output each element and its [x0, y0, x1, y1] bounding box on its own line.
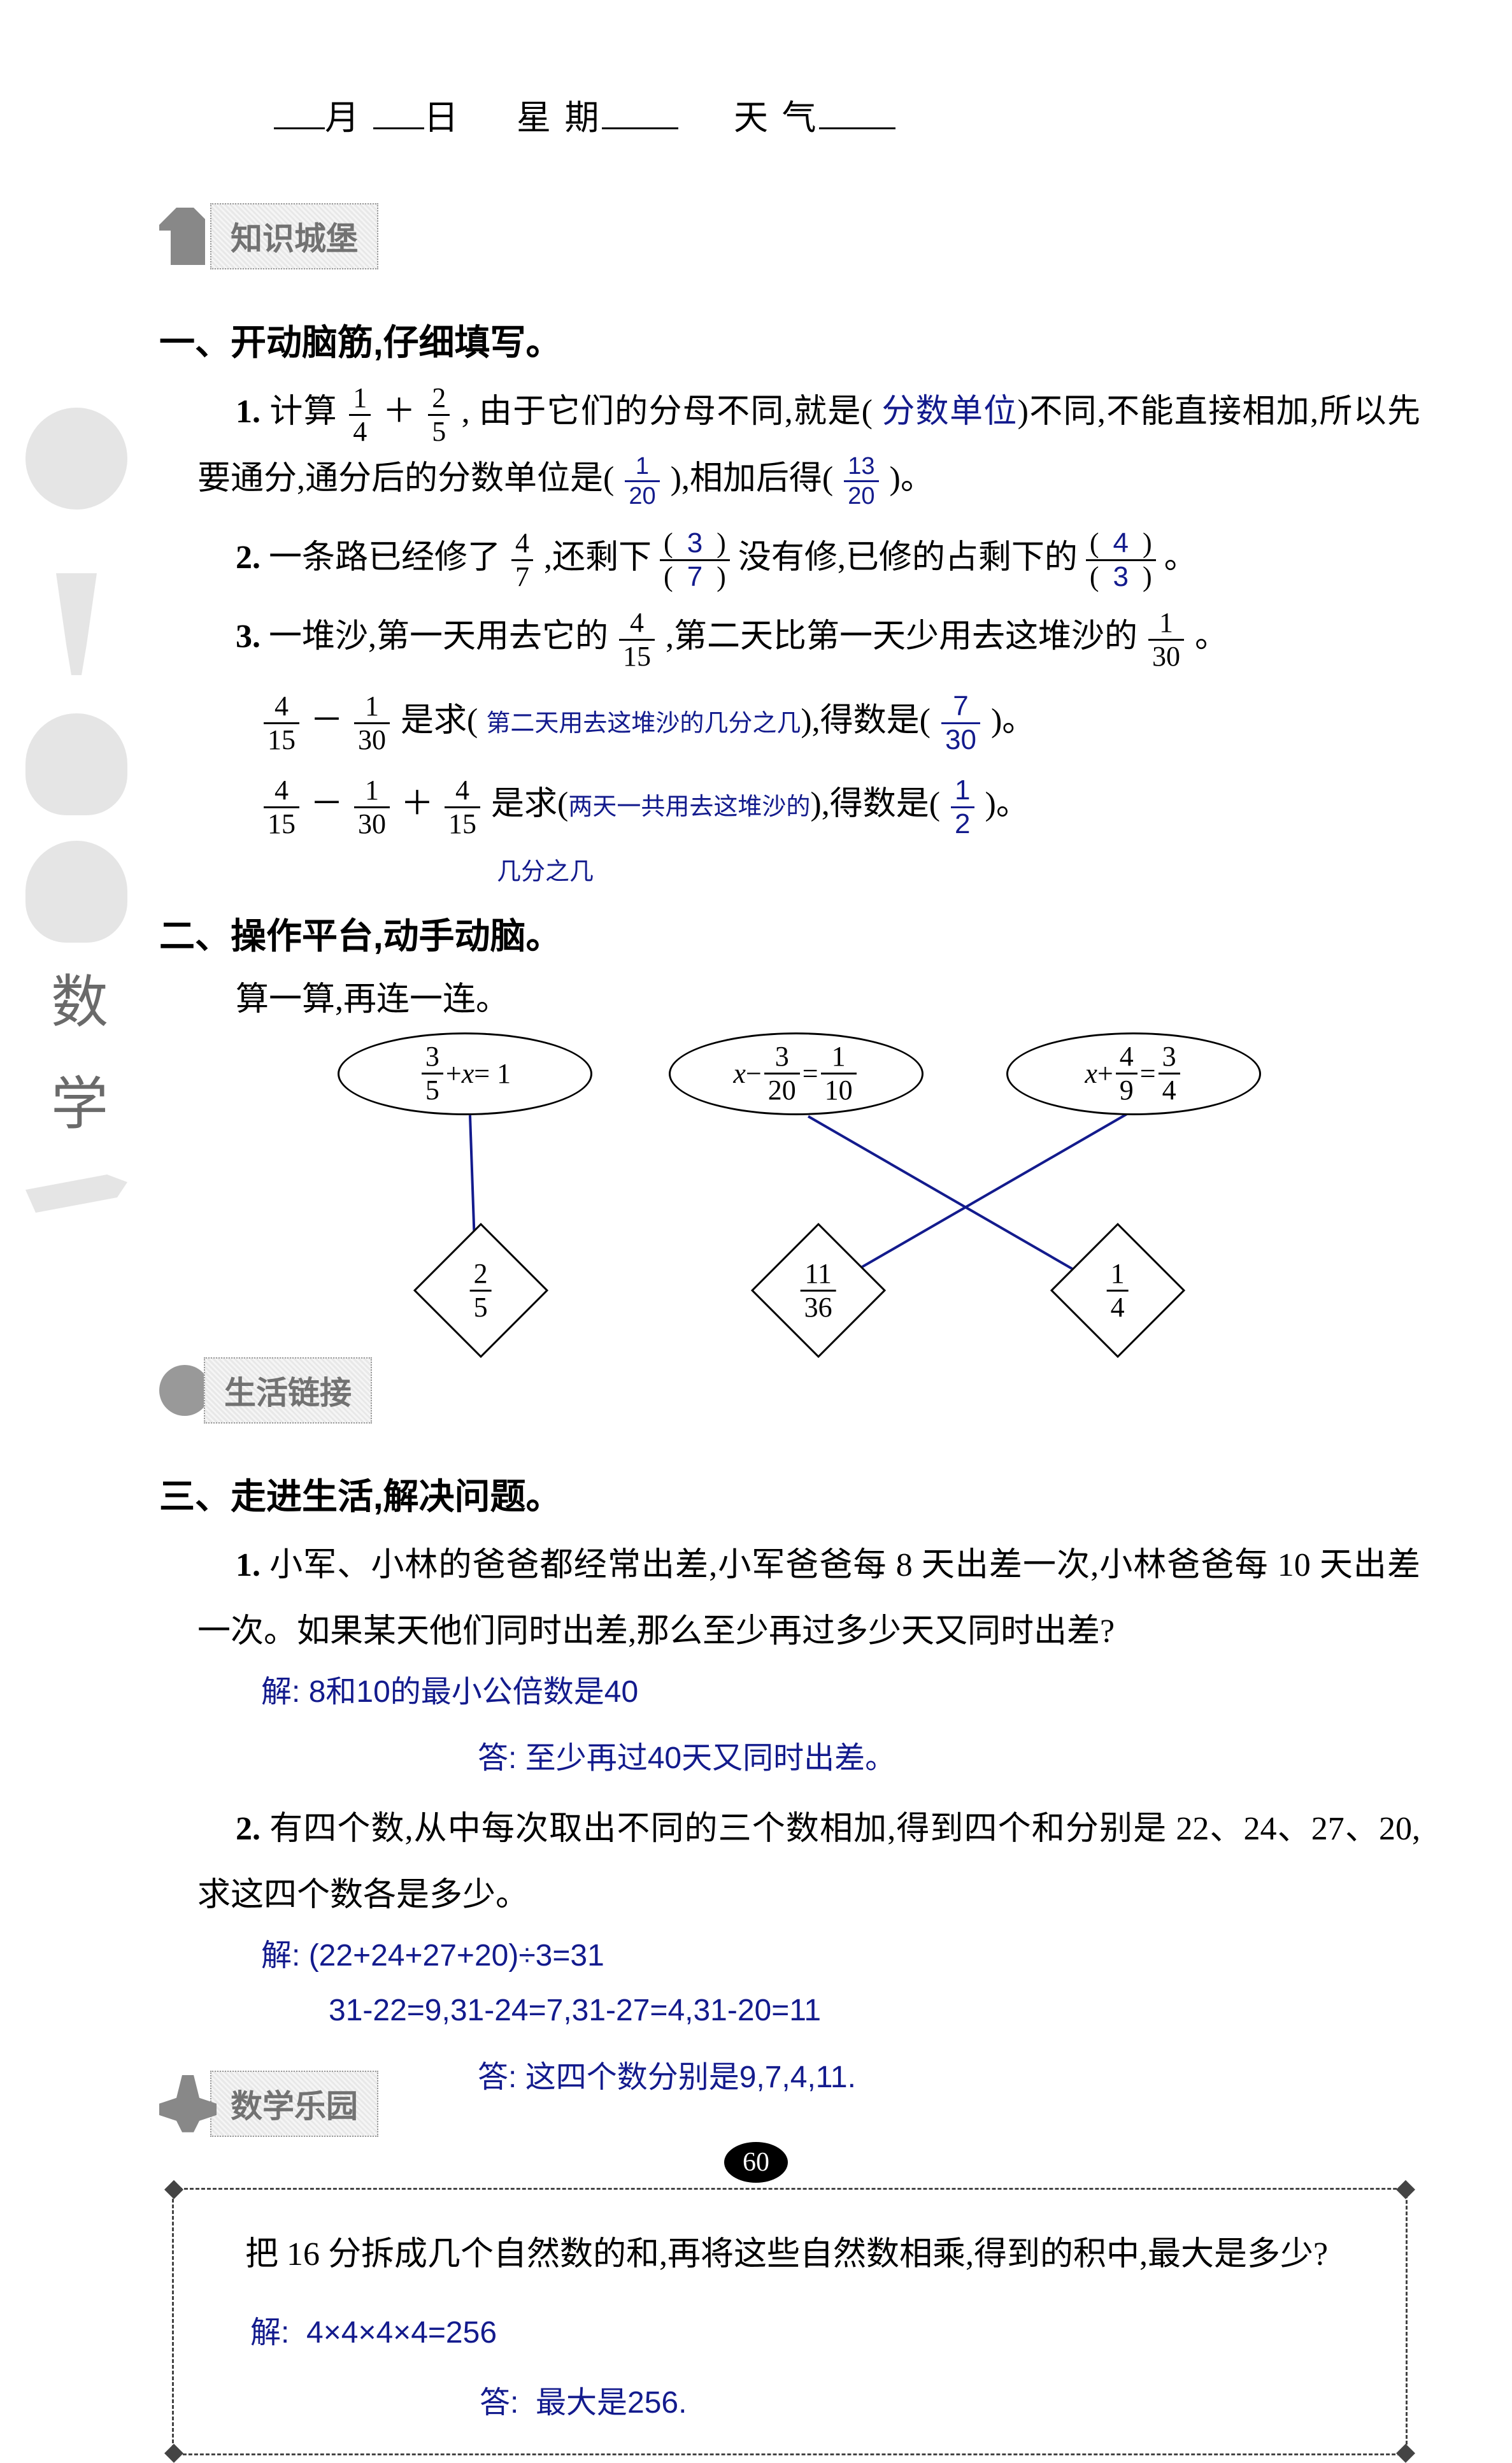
deco-glasses: [25, 408, 127, 510]
equation-oval-2: x + 49 = 34: [1006, 1032, 1261, 1115]
banner-knowledge: 知识城堡: [159, 203, 378, 269]
q1-ans1: 分数单位: [881, 393, 1017, 430]
bonus-answer: 答: 最大是256.: [480, 2377, 1367, 2422]
bonus-solution: 解: 4×4×4×4=256: [250, 2307, 1367, 2352]
q3-1: 1. 小军、小林的爸爸都经常出差,小军爸爸每 8 天出差一次,小林爸爸每 10 …: [197, 1532, 1420, 1665]
bonus-text: 把 16 分拆成几个自然数的和,再将这些自然数相乘,得到的积中,最大是多少?: [212, 2222, 1367, 2288]
q1-3: 3. 一堆沙,第一天用去它的 415 ,第二天比第一天少用去这堆沙的 130 。: [197, 604, 1420, 671]
q1-2: 2. 一条路已经修了 47 ,还剩下 ( 3 )( 7 ) 没有修,已修的占剩下…: [197, 525, 1420, 592]
chain-icon: [159, 1365, 210, 1416]
q1-3-line2: 415 － 130 ＋ 415 是求(两天一共用去这堆沙的),得数是( 12 )…: [261, 773, 1420, 901]
deco-sandal-1: [25, 713, 127, 815]
q3-2: 2. 有四个数,从中每次取出不同的三个数相加,得到四个和分别是 22、24、27…: [197, 1796, 1420, 1929]
q1-3-line1: 415 － 130 是求( 第二天用去这堆沙的几分之几),得数是( 730 )。: [261, 690, 1420, 755]
section1-title: 一、开动脑筋,仔细填写。: [159, 314, 1420, 366]
q1-1: 1. 计算 14 ＋ 25 , 由于它们的分母不同,就是( 分数单位)不同,不能…: [197, 378, 1420, 512]
banner-life: 生活链接: [159, 1357, 372, 1424]
q3-1-solution: 解: 8和10的最小公倍数是40: [261, 1665, 1420, 1720]
bonus-problem-box: 把 16 分拆成几个自然数的和,再将这些自然数相乘,得到的积中,最大是多少? 解…: [172, 2188, 1408, 2455]
match-diagram: 35 + x = 1x − 320 = 110x + 49 = 34 25113…: [287, 1032, 1369, 1351]
side-char-1: 数: [51, 955, 153, 1038]
lamp-icon: [159, 2075, 217, 2132]
q3-1-answer: 答: 至少再过40天又同时出差。: [478, 1732, 1420, 1777]
date-header: 月 日 星 期 天 气: [274, 89, 1420, 139]
answer-diamond-2: 14: [1050, 1223, 1185, 1358]
answer-diamond-0: 25: [413, 1223, 548, 1358]
equation-oval-1: x − 320 = 110: [669, 1032, 924, 1115]
deco-pencil: [25, 1159, 127, 1236]
q3-2-answer: 答: 这四个数分别是9,7,4,11.: [478, 2052, 1420, 2096]
banner-park: 数学乐园: [159, 2071, 378, 2137]
castle-icon: [159, 208, 217, 265]
deco-glass: [25, 573, 127, 675]
q1-ans2: 120: [625, 454, 659, 508]
q1-ans3: 1320: [844, 454, 878, 508]
equation-oval-0: 35 + x = 1: [338, 1032, 592, 1115]
page-number: 60: [724, 2142, 788, 2183]
answer-diamond-1: 1136: [751, 1223, 886, 1358]
q3-2-solution: 解: (22+24+27+20)÷3=31 31-22=9,31-24=7,31…: [261, 1929, 1420, 2039]
side-char-2: 学: [51, 1057, 153, 1140]
deco-sandal-2: [25, 841, 127, 943]
section3-title: 三、走进生活,解决问题。: [159, 1468, 1420, 1520]
section2-sub: 算一算,再连一连。: [236, 972, 1420, 1020]
section2-title: 二、操作平台,动手动脑。: [159, 908, 1420, 959]
